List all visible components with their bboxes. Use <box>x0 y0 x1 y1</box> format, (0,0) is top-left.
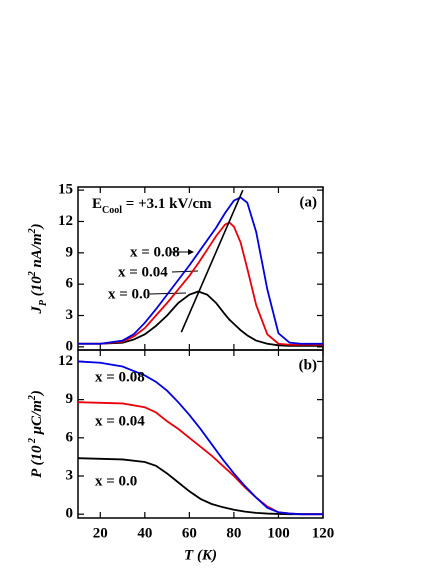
series-label: x = 0.04 <box>95 413 145 429</box>
y-tick-label: 9 <box>66 391 74 407</box>
x-tick-label: 120 <box>312 525 335 541</box>
series-label: x = 0.04 <box>118 264 168 280</box>
series-label: x = 0.08 <box>95 369 145 385</box>
series-line <box>78 290 323 347</box>
y-tick-label: 15 <box>58 182 73 198</box>
text-part: J <box>29 306 45 315</box>
series-line <box>77 457 323 516</box>
y-tick-label: 0 <box>66 506 74 522</box>
text-part: nA/m <box>29 233 45 271</box>
text-part: μC/m <box>29 400 45 438</box>
x-tick-label: 80 <box>226 525 241 541</box>
x-tick-label: 60 <box>182 525 197 541</box>
text-part: ) <box>29 223 45 230</box>
arrow-head <box>188 249 194 255</box>
series-line <box>78 221 323 346</box>
series-label: x = 0.08 <box>130 244 180 260</box>
text-part: 2 <box>27 395 38 401</box>
x-tick-label: 40 <box>137 525 152 541</box>
x-axis-label: T (K) <box>184 547 217 563</box>
x-tick-label: 100 <box>267 525 290 541</box>
rich-text: ECool = +3.1 kV/cm <box>92 196 212 215</box>
text-part: E <box>92 196 102 212</box>
text-part: = +3.1 kV/cm <box>122 196 212 212</box>
y-tick-label: 3 <box>66 307 74 323</box>
y-tick-label: 12 <box>58 353 73 369</box>
fit-line <box>180 189 244 333</box>
text-part: 2 <box>27 228 38 234</box>
plot-frame <box>77 349 324 519</box>
text-part: (10 <box>29 276 45 300</box>
y-tick-label: 6 <box>66 429 74 445</box>
rich-text: P (10 2 μC/m2) <box>27 390 46 478</box>
series-label: x = 0.0 <box>108 286 150 302</box>
text-part: Cool <box>102 205 122 216</box>
series-label: x = 0.0 <box>95 473 137 489</box>
y-tick-label: 6 <box>66 276 74 292</box>
rich-text: JP (102 nA/m2) <box>27 223 49 314</box>
panel-label: (b) <box>299 357 317 373</box>
series-line <box>78 196 323 345</box>
text-part: 2 <box>27 438 38 446</box>
x-tick-label: 20 <box>93 525 108 541</box>
text-part: ) <box>29 390 45 397</box>
text-part: P <box>38 299 49 306</box>
series-line <box>77 360 323 516</box>
text-part: P (10 <box>29 445 45 478</box>
panel-label: (a) <box>300 194 318 210</box>
y-tick-label: 3 <box>66 467 74 483</box>
y-tick-label: 0 <box>66 338 74 354</box>
text-part: 2 <box>27 271 38 277</box>
y-tick-label: 12 <box>58 213 73 229</box>
y-tick-label: 9 <box>66 244 74 260</box>
